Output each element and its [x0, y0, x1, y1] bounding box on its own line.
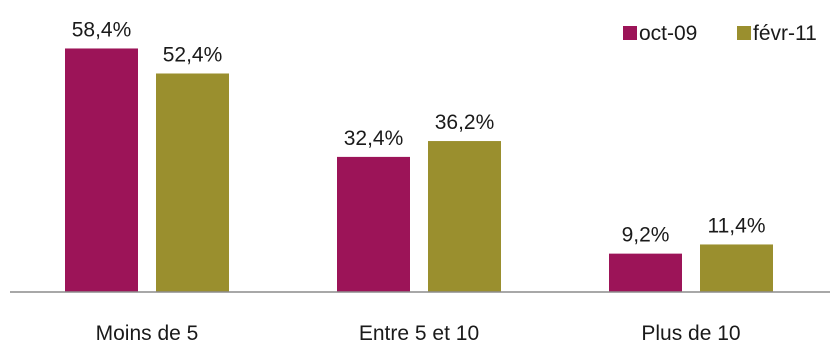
legend-label-0: oct-09 [639, 22, 697, 45]
legend-swatch-1 [737, 26, 751, 40]
bar-1-2 [700, 244, 773, 292]
bar-0-2 [609, 253, 682, 292]
category-label-1: Entre 5 et 10 [359, 322, 479, 345]
category-label-0: Moins de 5 [96, 322, 199, 345]
category-label-2: Plus de 10 [641, 322, 740, 345]
legend-label-1: févr-11 [753, 22, 817, 45]
bar-1-1 [428, 141, 501, 292]
bar-0-1 [337, 156, 410, 292]
value-label-1-2: 11,4% [708, 214, 766, 237]
bar-1-0 [156, 73, 229, 292]
value-label-0-0: 58,4% [72, 18, 132, 41]
category-labels-layer: Moins de 5 Entre 5 et 10 Plus de 10 [96, 322, 741, 345]
value-label-1-1: 36,2% [435, 111, 495, 134]
value-labels-layer: 58,4% 52,4% 32,4% 36,2% 9,2% 11,4% [72, 18, 766, 246]
legend-swatch-0 [623, 26, 637, 40]
bar-0-0 [65, 48, 138, 292]
bars-layer [65, 48, 773, 292]
value-label-0-1: 32,4% [344, 127, 404, 150]
value-label-0-2: 9,2% [622, 224, 670, 247]
value-label-1-0: 52,4% [163, 43, 223, 66]
legend: oct-09 févr-11 [623, 22, 817, 45]
